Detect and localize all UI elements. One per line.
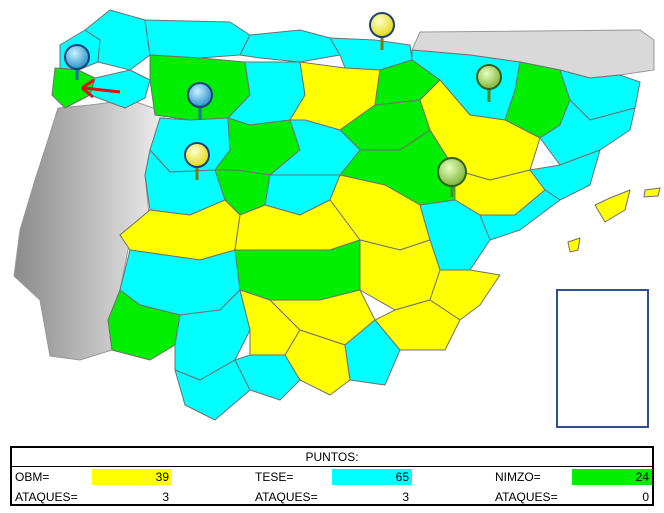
- map-pin-navarra: [476, 64, 502, 102]
- map-pin-galicia: [64, 44, 90, 80]
- score-table: PUNTOS: OBM= 39 TESE= 65 NIMZO= 24 ATAQU…: [10, 446, 654, 506]
- tese-points: 65: [332, 469, 412, 485]
- nimzo-label: NIMZO=: [495, 470, 541, 484]
- island-mallorca: [594, 189, 631, 223]
- empty-panel: [556, 289, 649, 428]
- tese-attacks: 3: [402, 490, 409, 504]
- region-albacete: [359, 239, 441, 311]
- map-pin-cantabria: [369, 12, 395, 50]
- map-pin-zaragoza: [437, 157, 467, 197]
- region-cantabria: [239, 29, 341, 63]
- obm-label: OBM=: [15, 470, 50, 484]
- obm-attacks: 3: [162, 490, 169, 504]
- region-huelva: [107, 289, 181, 361]
- map-pin-leon: [187, 82, 213, 120]
- nimzo-points: 24: [572, 469, 652, 485]
- score-title: PUNTOS:: [12, 448, 652, 467]
- tese-attacks-label: ATAQUES=: [255, 490, 318, 504]
- attacks-row: ATAQUES= 3 ATAQUES= 3 ATAQUES= 0: [12, 487, 652, 507]
- obm-attacks-label: ATAQUES=: [15, 490, 78, 504]
- tese-label: TESE=: [255, 470, 294, 484]
- island-menorca: [643, 187, 661, 198]
- nimzo-attacks: 0: [642, 490, 649, 504]
- spain-map: [13, 9, 661, 421]
- region-almeria: [344, 319, 401, 386]
- region-asturias: [144, 19, 251, 59]
- points-row: OBM= 39 TESE= 65 NIMZO= 24: [12, 467, 652, 487]
- map-pin-zamora: [184, 142, 210, 180]
- region-lugo: [84, 9, 151, 71]
- nimzo-attacks-label: ATAQUES=: [495, 490, 558, 504]
- attack-arrow: [81, 78, 121, 99]
- obm-points: 39: [92, 469, 172, 485]
- island-ibiza: [567, 237, 581, 253]
